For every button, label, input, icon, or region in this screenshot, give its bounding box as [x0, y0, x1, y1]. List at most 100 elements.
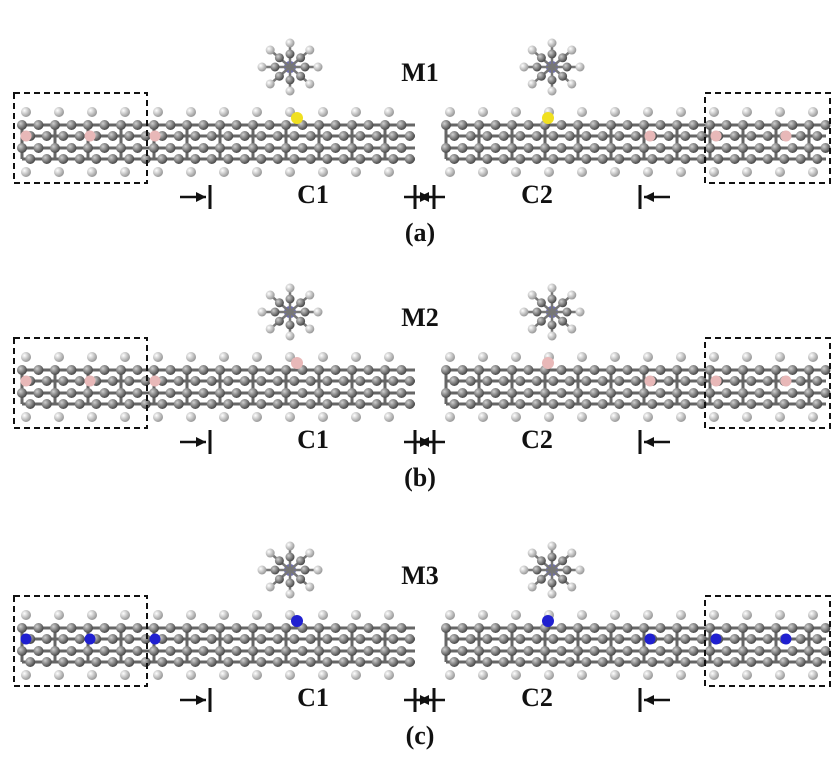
carbon-atom: [729, 657, 740, 667]
carbon-atom: [795, 657, 806, 667]
carbon-atom: [614, 634, 625, 644]
hydrogen-atom: [808, 412, 818, 422]
carbon-atom: [322, 376, 333, 386]
carbon-atom: [622, 388, 633, 398]
hydrogen-atom: [544, 412, 554, 422]
carbon-atom: [746, 154, 757, 164]
carbon-atom: [83, 623, 93, 633]
carbon-atom: [281, 623, 291, 633]
carbon-atom: [441, 143, 451, 153]
carbon-atom: [523, 623, 534, 633]
hydrogen-atom: [318, 412, 328, 422]
carbon-atom: [281, 646, 291, 656]
carbon-atom: [663, 657, 674, 667]
carbon-atom: [515, 376, 526, 386]
carbon-atom: [548, 657, 559, 667]
carbon-atom: [371, 376, 382, 386]
carbon-atom: [116, 365, 126, 375]
carbon-atom: [256, 634, 267, 644]
carbon-atom: [190, 399, 201, 409]
carbon-atom: [639, 388, 649, 398]
carbon-atom: [536, 298, 546, 308]
carbon-atom: [812, 131, 823, 141]
carbon-atom: [558, 316, 568, 326]
arrow-head: [420, 437, 430, 447]
carbon-atom: [314, 365, 324, 375]
carbon-atom: [388, 634, 399, 644]
carbon-atom: [490, 143, 501, 153]
carbon-atom: [655, 646, 666, 656]
carbon-atom: [305, 634, 316, 644]
hydrogen-atom: [775, 610, 785, 620]
carbon-atom: [198, 646, 209, 656]
carbon-atom: [515, 657, 526, 667]
carbon-atom: [523, 143, 534, 153]
carbon-atom: [536, 71, 546, 81]
carbon-atom: [556, 120, 567, 130]
hydrogen-atom: [219, 107, 229, 117]
dopant-atom: [780, 375, 792, 387]
carbon-atom: [206, 634, 217, 644]
carbon-atom: [206, 399, 217, 409]
carbon-atom: [338, 154, 349, 164]
carbon-atom: [573, 646, 583, 656]
carbon-atom: [663, 154, 674, 164]
carbon-atom: [17, 365, 27, 375]
carbon-atom: [132, 365, 143, 375]
panel: M3 C1 C2 (c): [13, 541, 831, 750]
carbon-atom: [264, 365, 275, 375]
carbon-atom: [556, 388, 567, 398]
carbon-atom: [355, 131, 366, 141]
carbon-atom: [314, 646, 324, 656]
hydrogen-atom: [54, 352, 64, 362]
hydrogen-atom: [511, 412, 521, 422]
carbon-atom: [338, 131, 349, 141]
arrow-head: [420, 192, 430, 202]
hydrogen-atom: [775, 412, 785, 422]
carbon-atom: [198, 120, 209, 130]
hydrogen-atom: [87, 167, 97, 177]
hydrogen-atom: [153, 670, 163, 680]
carbon-atom: [738, 365, 748, 375]
carbon-atom: [515, 634, 526, 644]
carbon-atom: [231, 120, 242, 130]
carbon-atom: [17, 120, 27, 130]
carbon-atom: [371, 131, 382, 141]
hydrogen-atom: [252, 412, 262, 422]
carbon-atom: [99, 365, 110, 375]
carbon-atom: [66, 365, 77, 375]
hydrogen-atom: [351, 670, 361, 680]
carbon-atom: [474, 623, 484, 633]
carbon-atom: [248, 623, 258, 633]
adsorption-atom: [542, 615, 554, 627]
carbon-atom: [536, 556, 546, 566]
carbon-atom: [206, 376, 217, 386]
carbon-atom: [248, 143, 258, 153]
carbon-atom: [515, 154, 526, 164]
carbon-atom: [457, 365, 468, 375]
hydrogen-atom: [445, 107, 455, 117]
hydrogen-atom: [285, 38, 295, 48]
carbon-atom: [41, 657, 52, 667]
carbon-atom: [157, 399, 168, 409]
carbon-atom: [474, 120, 484, 130]
carbon-atom: [289, 657, 300, 667]
carbon-atom: [688, 143, 699, 153]
carbon-atom: [404, 634, 415, 644]
carbon-atom: [173, 399, 184, 409]
carbon-atom: [363, 120, 374, 130]
hydrogen-atom: [567, 79, 577, 89]
adsorption-atom: [291, 112, 303, 124]
carbon-atom: [746, 376, 757, 386]
carbon-atom: [498, 634, 509, 644]
hydrogen-atom: [511, 352, 521, 362]
hydrogen-atom: [313, 565, 323, 575]
carbon-atom: [285, 578, 295, 588]
carbon-atom: [558, 53, 568, 63]
carbon-atom: [540, 646, 550, 656]
carbon-atom: [396, 143, 407, 153]
carbon-atom: [338, 634, 349, 644]
hydrogen-atom: [219, 167, 229, 177]
carbon-atom: [490, 623, 501, 633]
carbon-atom: [107, 657, 118, 667]
